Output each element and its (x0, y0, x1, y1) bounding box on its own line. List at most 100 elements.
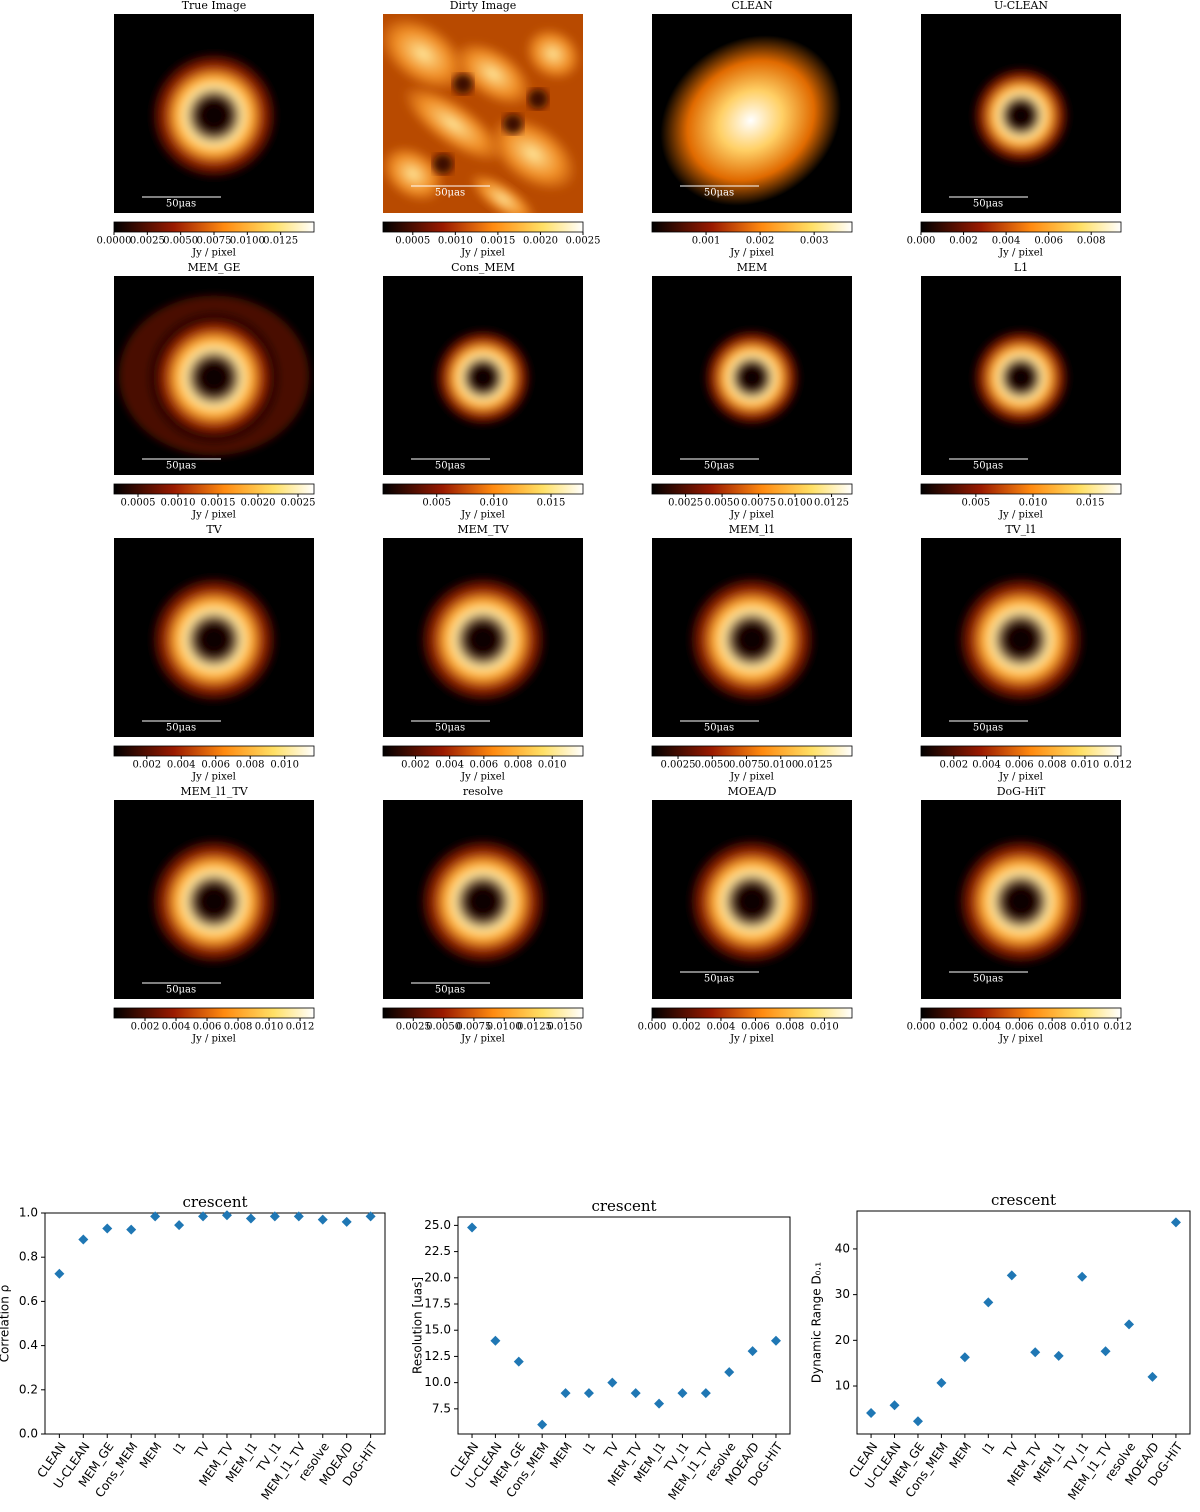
image-blob (660, 35, 842, 206)
plot-title: crescent (182, 1193, 247, 1211)
image: 50μas (383, 276, 583, 475)
image-ring (972, 329, 1070, 426)
point (513, 1356, 524, 1367)
colorbar-tick-label: 0.004 (972, 760, 1001, 771)
image: 50μas (921, 276, 1121, 475)
image-hole (453, 74, 473, 94)
x-tick-label: MEM (946, 1440, 974, 1471)
scale-bar-label: 50μas (704, 723, 734, 734)
point (700, 1388, 711, 1399)
point (245, 1213, 256, 1224)
y-tick-label: 0.8 (19, 1250, 38, 1264)
colorbar-tick-label: 0.0050 (163, 236, 198, 247)
y-tick-label: 22.5 (424, 1244, 451, 1258)
point (677, 1388, 688, 1399)
image-ring (972, 67, 1070, 164)
colorbar-tick-label: 0.0125 (263, 236, 298, 247)
point (150, 1211, 161, 1222)
colorbar-tick-label: 0.002 (939, 760, 968, 771)
image-ring (150, 314, 278, 441)
colorbar-tick-label: 0.0075 (456, 1022, 491, 1033)
colorbar-tick-label: 0.0125 (517, 1022, 552, 1033)
scale-bar-label: 50μas (704, 461, 734, 472)
colorbar-label: Jy / pixel (191, 772, 236, 783)
image: 50μas (652, 800, 852, 999)
scale-bar-label: 50μas (435, 461, 465, 472)
point (102, 1223, 113, 1234)
y-tick-label: 0.4 (19, 1338, 38, 1352)
image-blob (383, 16, 468, 92)
point (724, 1367, 735, 1378)
colorbar-tick-label: 0.0000 (97, 236, 132, 247)
panel-title: DoG-HiT (997, 785, 1046, 798)
colorbar (651, 745, 853, 757)
panel-title: resolve (463, 785, 503, 798)
point (1124, 1319, 1135, 1330)
y-tick-label: 10.0 (424, 1375, 451, 1389)
point (174, 1220, 185, 1231)
colorbar-tick-label: 0.004 (707, 1022, 736, 1033)
colorbar (113, 745, 315, 757)
point (1053, 1350, 1064, 1361)
image-ring (434, 329, 532, 426)
y-tick-label: 10 (835, 1379, 850, 1393)
colorbar-tick-label: 0.008 (776, 1022, 805, 1033)
point (912, 1416, 923, 1427)
colorbar-tick-label: 0.0075 (741, 498, 776, 509)
y-axis-label: Resolution [uas] (411, 1277, 425, 1374)
colorbar-tick-label: 0.006 (741, 1022, 770, 1033)
x-tick-label: MEM (137, 1440, 165, 1471)
colorbar-tick-label: 0.005 (962, 498, 991, 509)
image-ring (419, 838, 547, 965)
colorbar-label: Jy / pixel (191, 510, 236, 521)
colorbar-tick-label: 0.004 (992, 236, 1021, 247)
colorbar-tick-label: 0.002 (746, 236, 775, 247)
y-tick-label: 30 (835, 1287, 850, 1301)
image-hole (433, 154, 453, 174)
scale-bar-label: 50μas (166, 461, 196, 472)
image-ring (688, 576, 816, 703)
colorbar-tick-label: 0.0050 (705, 498, 740, 509)
colorbar-tick-label: 0.010 (810, 1022, 839, 1033)
image: 50μas (652, 538, 852, 737)
colorbar-tick-label: 0.000 (907, 236, 936, 247)
colorbar-tick-label: 0.0025 (396, 1022, 431, 1033)
point (54, 1268, 65, 1279)
colorbar-label: Jy / pixel (729, 248, 774, 259)
point (1100, 1346, 1111, 1357)
point (583, 1388, 594, 1399)
x-tick-label: TV (601, 1439, 622, 1461)
panel-title: MEM (737, 261, 768, 274)
colorbar-tick-label: 0.0075 (197, 236, 232, 247)
y-tick-label: 12.5 (424, 1349, 451, 1363)
panel-title: TV (206, 523, 222, 536)
point (221, 1210, 232, 1221)
colorbar (113, 221, 315, 233)
y-tick-label: 17.5 (424, 1297, 451, 1311)
point (1030, 1347, 1041, 1358)
colorbar (920, 483, 1122, 495)
point (269, 1211, 280, 1222)
colorbar-tick-label: 0.0025 (281, 498, 316, 509)
point (630, 1388, 641, 1399)
colorbar-tick-label: 0.0015 (201, 498, 236, 509)
panel-title: TV_l1 (1005, 523, 1036, 536)
colorbar-tick-label: 0.010 (480, 498, 509, 509)
image-ring (150, 576, 278, 703)
colorbar-tick-label: 0.010 (1019, 498, 1048, 509)
panel-title: L1 (1014, 261, 1028, 274)
colorbar-tick-label: 0.0020 (523, 236, 558, 247)
colorbar-tick-label: 0.0050 (426, 1022, 461, 1033)
image: 50μas (114, 800, 314, 999)
panel-title: MEM_GE (188, 261, 241, 274)
colorbar-tick-label: 0.008 (236, 760, 265, 771)
point (747, 1346, 758, 1357)
colorbar-tick-label: 0.008 (224, 1022, 253, 1033)
image-ring (703, 329, 801, 426)
scale-bar-label: 50μas (973, 461, 1003, 472)
image-ring (957, 576, 1085, 703)
colorbar-tick-label: 0.0125 (814, 498, 849, 509)
colorbar-tick-label: 0.004 (435, 760, 464, 771)
image: 50μas (921, 800, 1121, 999)
